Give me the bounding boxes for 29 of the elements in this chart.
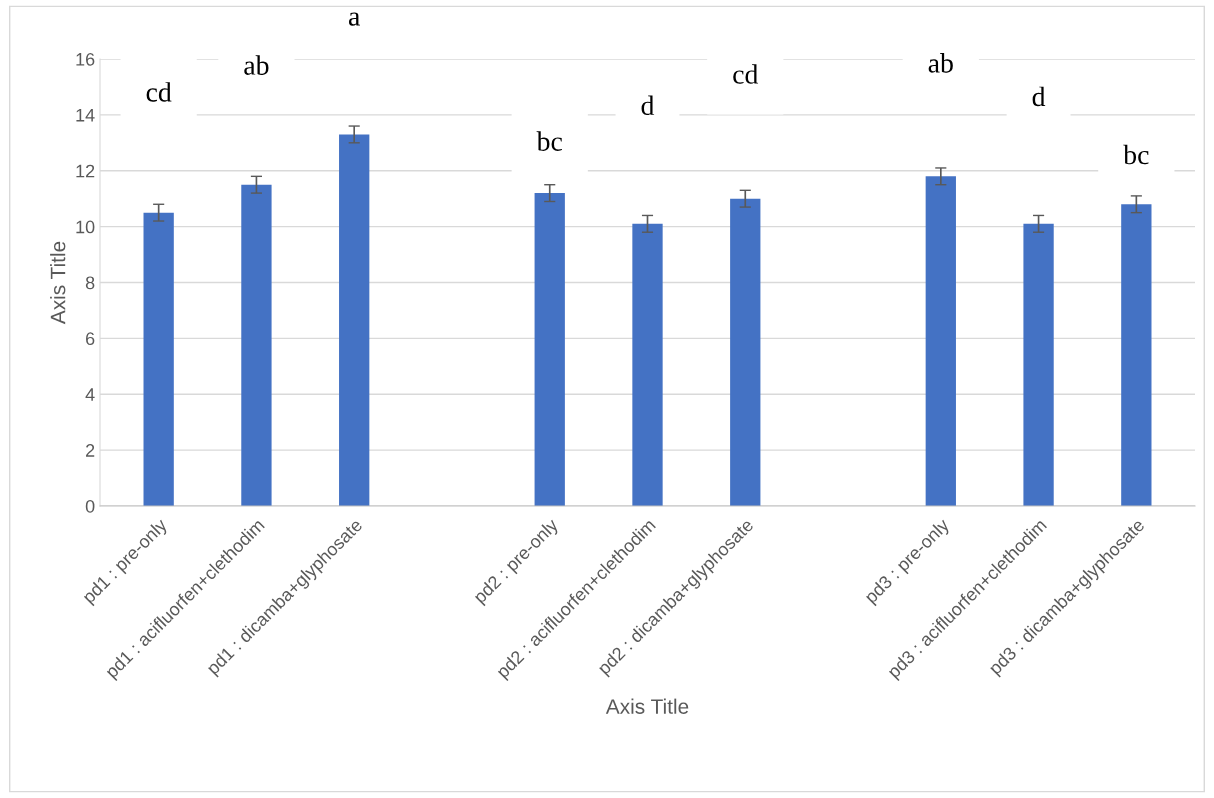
annotation: bc bbox=[536, 131, 562, 151]
y-tick-label: 14 bbox=[76, 109, 95, 122]
annotation: cd bbox=[146, 82, 172, 102]
bar bbox=[1023, 223, 1054, 506]
y-tick-label: 16 bbox=[76, 52, 95, 66]
bar bbox=[143, 212, 174, 506]
x-axis-title: Axis Title bbox=[605, 698, 689, 714]
bar bbox=[730, 198, 761, 506]
bar bbox=[632, 223, 663, 506]
y-tick-label: 4 bbox=[85, 388, 95, 401]
y-tick-label: 6 bbox=[86, 332, 95, 346]
annotation: d bbox=[641, 95, 655, 116]
bar bbox=[925, 176, 956, 506]
y-tick-label: 8 bbox=[85, 276, 95, 290]
bar bbox=[1121, 204, 1152, 506]
y-axis-title: Axis Title bbox=[50, 241, 66, 325]
annotation: ab bbox=[928, 53, 953, 73]
annotation: bc bbox=[1123, 144, 1149, 165]
y-tick-label: 0 bbox=[85, 499, 95, 513]
annotation: d bbox=[1032, 86, 1046, 107]
y-tick-label: 12 bbox=[76, 164, 95, 178]
y-tick-label: 10 bbox=[76, 220, 95, 234]
bar bbox=[534, 193, 565, 506]
bar bbox=[241, 184, 272, 506]
y-tick-label: 2 bbox=[86, 444, 95, 457]
annotation: ab bbox=[244, 55, 269, 75]
bar bbox=[339, 134, 370, 506]
text: a bbox=[349, 12, 360, 26]
annotation: cd bbox=[733, 64, 759, 84]
